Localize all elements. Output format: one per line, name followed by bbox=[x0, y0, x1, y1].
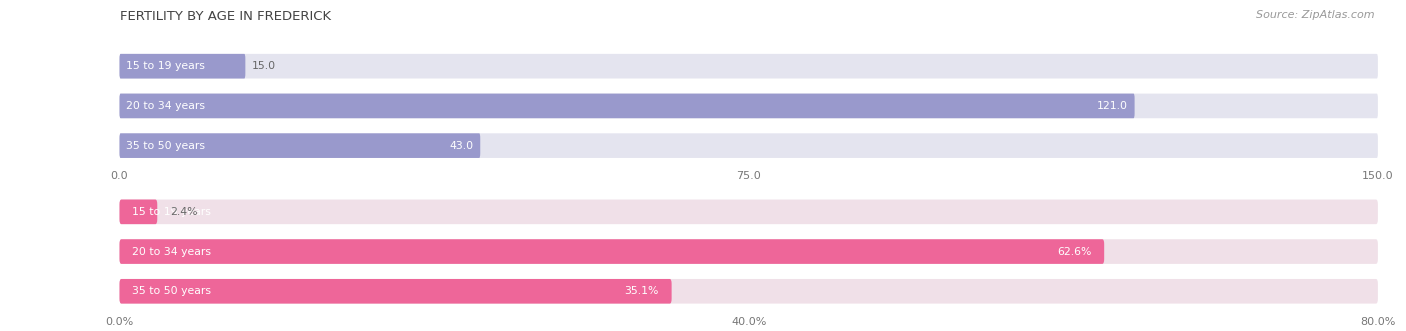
FancyBboxPatch shape bbox=[120, 279, 1378, 304]
FancyBboxPatch shape bbox=[120, 239, 1378, 264]
FancyBboxPatch shape bbox=[120, 94, 1378, 118]
FancyBboxPatch shape bbox=[120, 200, 1378, 224]
FancyBboxPatch shape bbox=[120, 54, 246, 78]
FancyBboxPatch shape bbox=[120, 239, 1104, 264]
FancyBboxPatch shape bbox=[120, 94, 1135, 118]
FancyBboxPatch shape bbox=[120, 54, 1378, 78]
Text: 35 to 50 years: 35 to 50 years bbox=[132, 286, 211, 296]
Text: FERTILITY BY AGE IN FREDERICK: FERTILITY BY AGE IN FREDERICK bbox=[120, 10, 330, 23]
Text: 20 to 34 years: 20 to 34 years bbox=[132, 247, 211, 257]
FancyBboxPatch shape bbox=[120, 200, 157, 224]
Text: 2.4%: 2.4% bbox=[170, 207, 197, 217]
Text: 35 to 50 years: 35 to 50 years bbox=[127, 141, 205, 151]
Text: 43.0: 43.0 bbox=[450, 141, 474, 151]
Text: 15 to 19 years: 15 to 19 years bbox=[132, 207, 211, 217]
Text: 121.0: 121.0 bbox=[1097, 101, 1128, 111]
FancyBboxPatch shape bbox=[120, 133, 481, 158]
Text: 15.0: 15.0 bbox=[252, 61, 276, 71]
FancyBboxPatch shape bbox=[120, 133, 1378, 158]
Text: Source: ZipAtlas.com: Source: ZipAtlas.com bbox=[1257, 10, 1375, 20]
Text: 20 to 34 years: 20 to 34 years bbox=[127, 101, 205, 111]
Text: 62.6%: 62.6% bbox=[1057, 247, 1091, 257]
FancyBboxPatch shape bbox=[120, 279, 672, 304]
Text: 15 to 19 years: 15 to 19 years bbox=[127, 61, 205, 71]
Text: 35.1%: 35.1% bbox=[624, 286, 659, 296]
